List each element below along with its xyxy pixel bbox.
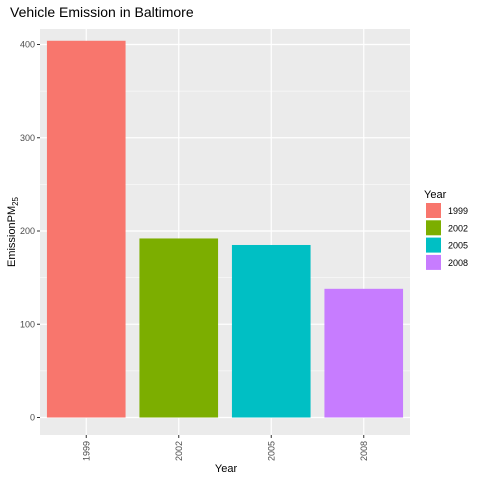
legend-key-2008	[426, 254, 441, 270]
x-tick-label: 1999	[81, 441, 91, 461]
bar-1999	[46, 40, 126, 418]
y-tick-label: 300	[20, 133, 35, 143]
legend-title: Year	[424, 189, 447, 201]
x-axis-title: Year	[215, 463, 238, 475]
x-tick-label: 2005	[266, 441, 276, 461]
bar-2005	[231, 244, 311, 418]
legend-key-2002	[426, 220, 441, 236]
y-tick-label: 200	[20, 226, 35, 236]
y-axis-ticks: 0 100 200 300 400	[20, 40, 40, 423]
legend-key-2005	[426, 237, 441, 253]
y-tick-label: 0	[30, 413, 35, 423]
bar-2002	[139, 238, 219, 418]
bar-2008	[324, 288, 404, 418]
legend-label-2002: 2002	[448, 223, 468, 233]
y-tick-label: 100	[20, 319, 35, 329]
y-axis-title: EmissionPM25	[6, 196, 20, 267]
legend: Year 1999 2002 2005 2008	[424, 189, 468, 270]
chart-title: Vehicle Emission in Baltimore	[10, 4, 194, 20]
bars	[46, 40, 404, 418]
y-axis-title-subscript: 25	[11, 196, 20, 205]
y-axis-title-main: Emission	[6, 222, 18, 267]
legend-label-1999: 1999	[448, 206, 468, 216]
x-tick-label: 2002	[174, 441, 184, 461]
legend-label-2008: 2008	[448, 258, 468, 268]
x-axis-ticks: 1999 2002 2005 2008	[81, 435, 369, 461]
y-tick-label: 400	[20, 40, 35, 50]
legend-label-2005: 2005	[448, 241, 468, 251]
legend-key-1999	[426, 203, 441, 218]
y-axis-title-sub: PM	[6, 206, 18, 223]
x-tick-label: 2008	[359, 441, 369, 461]
